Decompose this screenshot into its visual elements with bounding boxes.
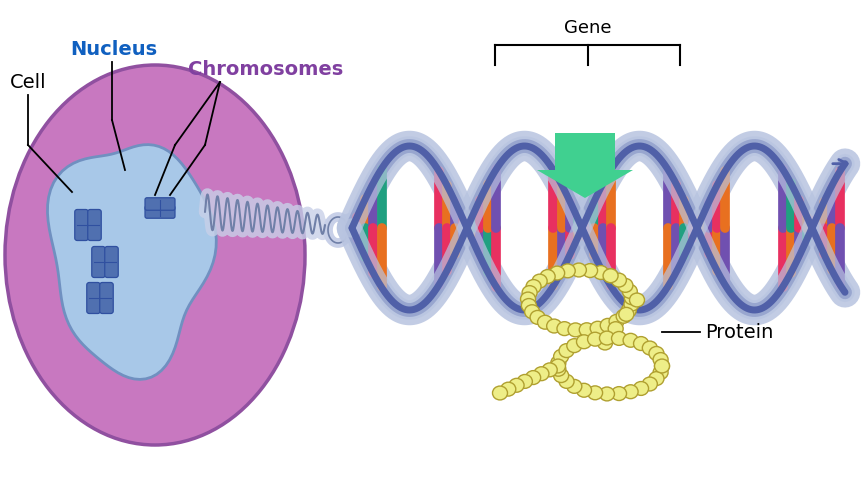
Text: Protein: Protein — [705, 323, 773, 342]
Ellipse shape — [603, 269, 618, 283]
Ellipse shape — [501, 382, 516, 396]
Ellipse shape — [521, 292, 536, 306]
Ellipse shape — [509, 378, 524, 392]
Ellipse shape — [532, 274, 547, 288]
Ellipse shape — [557, 322, 572, 336]
Ellipse shape — [624, 291, 640, 305]
Ellipse shape — [551, 356, 566, 370]
Ellipse shape — [5, 65, 305, 445]
Ellipse shape — [603, 269, 618, 283]
Ellipse shape — [492, 386, 508, 400]
Ellipse shape — [597, 336, 613, 350]
Ellipse shape — [622, 285, 637, 298]
Ellipse shape — [522, 299, 536, 312]
FancyBboxPatch shape — [92, 247, 105, 277]
Ellipse shape — [540, 270, 556, 284]
FancyBboxPatch shape — [75, 209, 89, 240]
Ellipse shape — [567, 339, 582, 353]
Ellipse shape — [526, 279, 541, 293]
Ellipse shape — [654, 359, 669, 373]
Ellipse shape — [600, 331, 615, 345]
Ellipse shape — [649, 347, 664, 360]
Ellipse shape — [588, 386, 602, 400]
Ellipse shape — [576, 335, 591, 348]
Ellipse shape — [542, 363, 557, 377]
Ellipse shape — [554, 369, 569, 383]
Ellipse shape — [588, 332, 602, 346]
Ellipse shape — [629, 293, 645, 307]
Polygon shape — [48, 144, 216, 379]
Ellipse shape — [649, 372, 664, 385]
Ellipse shape — [523, 286, 537, 300]
Ellipse shape — [600, 387, 615, 401]
Ellipse shape — [634, 336, 648, 350]
Text: Cell: Cell — [10, 73, 47, 92]
Ellipse shape — [612, 386, 627, 400]
Text: Nucleus: Nucleus — [70, 40, 157, 59]
Ellipse shape — [550, 359, 565, 373]
FancyBboxPatch shape — [100, 283, 113, 313]
Ellipse shape — [559, 374, 574, 388]
Text: Chromosomes: Chromosomes — [188, 60, 343, 79]
Ellipse shape — [526, 371, 541, 384]
Ellipse shape — [642, 377, 657, 391]
Ellipse shape — [624, 297, 639, 311]
Ellipse shape — [609, 314, 624, 328]
Ellipse shape — [559, 344, 574, 358]
Ellipse shape — [612, 332, 627, 346]
FancyBboxPatch shape — [87, 283, 100, 313]
FancyBboxPatch shape — [105, 247, 118, 277]
Ellipse shape — [642, 341, 657, 355]
Ellipse shape — [634, 382, 648, 396]
Ellipse shape — [623, 385, 638, 399]
Ellipse shape — [616, 309, 631, 323]
Ellipse shape — [594, 265, 608, 279]
Ellipse shape — [537, 315, 553, 329]
Ellipse shape — [608, 322, 623, 336]
Ellipse shape — [654, 359, 669, 373]
Ellipse shape — [568, 323, 583, 337]
FancyBboxPatch shape — [88, 209, 102, 240]
Polygon shape — [537, 133, 633, 198]
Ellipse shape — [653, 353, 668, 367]
Ellipse shape — [549, 266, 565, 280]
Ellipse shape — [582, 264, 597, 277]
Ellipse shape — [560, 264, 575, 278]
Ellipse shape — [579, 323, 595, 336]
Ellipse shape — [576, 384, 591, 397]
Ellipse shape — [623, 333, 638, 347]
Ellipse shape — [567, 379, 582, 393]
Ellipse shape — [534, 367, 549, 381]
Ellipse shape — [517, 374, 532, 388]
Text: Gene: Gene — [563, 19, 611, 37]
Ellipse shape — [611, 273, 627, 287]
Ellipse shape — [619, 307, 634, 321]
Ellipse shape — [524, 305, 540, 319]
Ellipse shape — [551, 362, 566, 376]
Ellipse shape — [621, 303, 636, 317]
Ellipse shape — [571, 263, 587, 277]
Ellipse shape — [554, 349, 569, 363]
Ellipse shape — [590, 321, 605, 335]
FancyBboxPatch shape — [145, 206, 175, 218]
Ellipse shape — [601, 318, 615, 332]
Ellipse shape — [530, 311, 545, 324]
Ellipse shape — [618, 278, 633, 292]
Ellipse shape — [547, 319, 562, 333]
Ellipse shape — [653, 365, 668, 379]
FancyBboxPatch shape — [145, 198, 175, 210]
